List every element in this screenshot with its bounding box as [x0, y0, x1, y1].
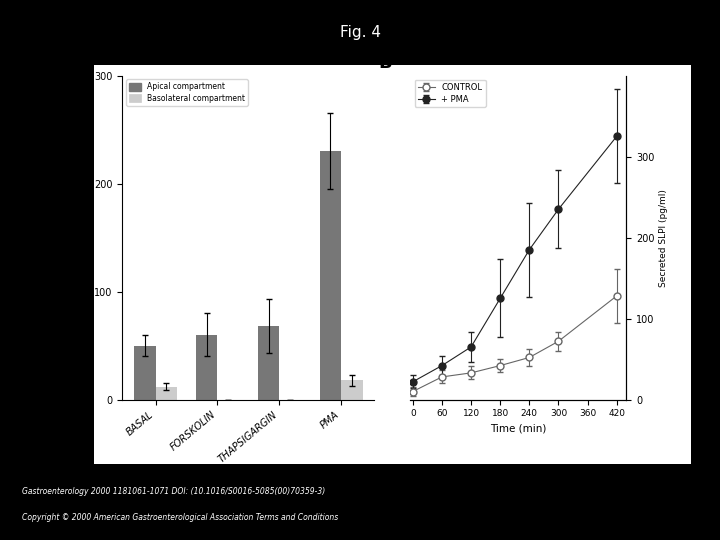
- Legend: CONTROL, + PMA: CONTROL, + PMA: [415, 80, 485, 107]
- Bar: [341, 380, 363, 400]
- X-axis label: Time (min): Time (min): [490, 424, 546, 434]
- Text: Copyright © 2000 American Gastroenterological Association Terms and Conditions: Copyright © 2000 American Gastroenterolo…: [22, 514, 338, 522]
- Y-axis label: Secreted SLPI (pg/ml/5 hours): Secreted SLPI (pg/ml/5 hours): [81, 170, 90, 305]
- Text: B: B: [378, 55, 392, 72]
- Bar: [156, 387, 177, 400]
- Bar: [196, 335, 217, 400]
- Bar: [320, 151, 341, 400]
- Text: Fig. 4: Fig. 4: [340, 25, 380, 40]
- Legend: Apical compartment, Basolateral compartment: Apical compartment, Basolateral compartm…: [126, 79, 248, 106]
- Text: Gastroenterology 2000 1181061-1071 DOI: (10.1016/S0016-5085(00)70359-3): Gastroenterology 2000 1181061-1071 DOI: …: [22, 487, 325, 496]
- Bar: [134, 346, 156, 400]
- Bar: [258, 326, 279, 400]
- Text: A: A: [67, 55, 81, 72]
- Y-axis label: Secreted SLPI (pg/ml): Secreted SLPI (pg/ml): [659, 188, 667, 287]
